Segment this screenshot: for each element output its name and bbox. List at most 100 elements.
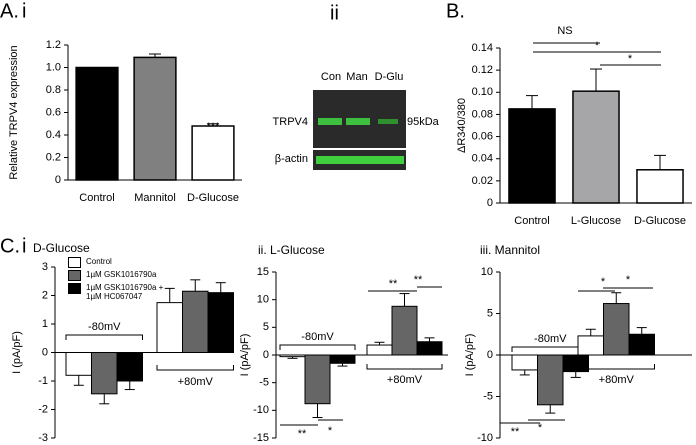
y-tick-label: 0.02	[472, 175, 493, 187]
y-tick-label: 0	[42, 346, 48, 358]
panel-label: B.	[446, 0, 465, 22]
bar	[304, 354, 331, 405]
group-label: -80mV	[301, 331, 334, 343]
annotation: *	[601, 276, 606, 288]
x-tick-label: D-Glucose	[187, 192, 239, 204]
y-tick-label: -1	[38, 375, 48, 387]
bar	[511, 354, 538, 371]
bar	[156, 302, 183, 353]
annotation: **	[389, 278, 398, 290]
chart-title: iii. Mannitol	[480, 243, 540, 257]
y-tick-label: 1.0	[46, 61, 61, 73]
legend-label: Control	[86, 257, 112, 266]
blot-band	[318, 118, 342, 125]
group-bracket	[577, 364, 655, 370]
bar	[366, 344, 393, 356]
panel-sublabel: i	[22, 235, 26, 257]
y-tick-label: 2	[42, 289, 48, 301]
y-axis-label: I (pA/pF)	[239, 334, 251, 377]
y-tick-label: 0	[487, 197, 493, 209]
bar	[133, 56, 177, 181]
legend-swatch	[68, 257, 81, 268]
y-axis-label: I (pA/pF)	[464, 334, 476, 377]
group-bracket	[366, 364, 443, 370]
bar	[65, 352, 92, 376]
bar	[603, 303, 630, 356]
annotation: *	[595, 40, 600, 52]
y-tick-label: 0.8	[46, 84, 61, 96]
annotation: *	[538, 422, 543, 434]
legend: Control 1µM GSK1016790a 1µM GSK1016790a + …	[68, 257, 176, 303]
bar	[279, 354, 306, 358]
x-tick-label: L-Glucose	[571, 215, 621, 227]
blot-band	[316, 156, 404, 164]
y-tick-label: 0.04	[472, 153, 493, 165]
y-tick-label: -5	[483, 390, 493, 402]
legend-item: 1µM GSK1016790a + 1µM HC067047	[68, 283, 176, 301]
y-tick-label: 15	[257, 266, 269, 278]
y-tick-label: 0	[487, 349, 493, 361]
bar	[75, 66, 119, 181]
y-tick-label: 5	[487, 307, 493, 319]
group-bracket	[511, 346, 589, 352]
group-label: +80mV	[178, 376, 214, 388]
group-label: +80mV	[387, 374, 423, 386]
bar	[508, 108, 556, 204]
legend-item: 1µM GSK1016790a	[68, 270, 176, 281]
blot-label: ii	[330, 2, 339, 24]
y-tick-label: 0.4	[46, 129, 61, 141]
legend-label: 1µM GSK1016790a	[86, 270, 157, 279]
legend-swatch	[68, 270, 81, 281]
y-tick-label: -2	[38, 403, 48, 415]
panel-label: A.	[0, 0, 19, 22]
annotation: *	[626, 274, 631, 286]
y-tick-label: 0.6	[46, 106, 61, 118]
bar	[191, 125, 235, 181]
y-tick-label: -10	[253, 404, 269, 416]
y-tick-label: 0.06	[472, 130, 493, 142]
lane-label: Man	[346, 71, 367, 83]
legend-item: Control	[68, 257, 176, 268]
bar	[91, 352, 118, 395]
annotation: ***	[207, 121, 221, 133]
bar	[116, 352, 143, 382]
x-tick-label: Control	[79, 192, 114, 204]
y-tick-label: 0.12	[472, 64, 493, 76]
y-tick-label: 5	[263, 321, 269, 333]
y-tick-label: -3	[38, 432, 48, 444]
bar	[636, 169, 684, 204]
group-bracket	[156, 365, 234, 371]
annotation: **	[298, 428, 307, 440]
y-axis-label: I (pA/pF)	[11, 331, 23, 374]
x-tick-label: Control	[514, 215, 549, 227]
marker-label: 95kDa	[407, 116, 440, 128]
annotation: **	[511, 426, 520, 438]
y-tick-label: 0.14	[472, 42, 493, 54]
group-bracket	[279, 344, 356, 350]
y-tick-label: -5	[259, 377, 269, 389]
chart-title: ii. L-Glucose	[258, 243, 325, 257]
annotation: *	[628, 53, 633, 65]
lane-label: D-Glu	[375, 71, 404, 83]
panel-sublabel: i	[22, 0, 26, 22]
bar	[572, 90, 620, 204]
y-axis-label: Relative TRPV4 expression	[8, 45, 20, 179]
annotation: NS	[557, 25, 572, 37]
bar	[182, 290, 209, 354]
bar	[537, 354, 564, 406]
bar	[207, 292, 234, 353]
annotation: *	[328, 425, 333, 437]
bar	[562, 354, 589, 373]
y-tick-label: 10	[481, 266, 493, 278]
y-tick-label: 0	[55, 174, 61, 186]
x-tick-label: D-Glucose	[634, 215, 686, 227]
y-tick-label: 1	[42, 318, 48, 330]
legend-label: 1µM GSK1016790a + 1µM HC067047	[86, 283, 164, 301]
y-tick-label: -15	[253, 432, 269, 444]
bar	[391, 305, 418, 356]
x-tick-label: Mannitol	[134, 192, 176, 204]
y-axis-label: ΔR340/380	[456, 98, 468, 153]
y-tick-label: 1.2	[46, 39, 61, 51]
